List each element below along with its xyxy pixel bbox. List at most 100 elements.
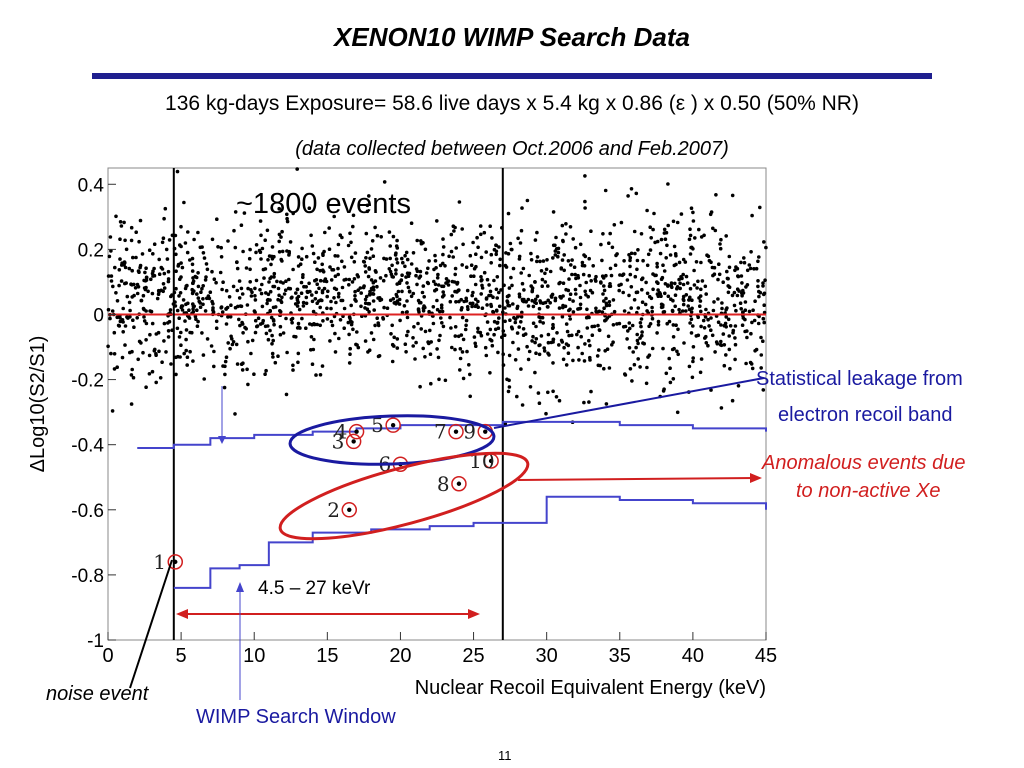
event-point: [416, 298, 421, 303]
event-point: [441, 324, 446, 329]
event-point: [475, 235, 479, 240]
event-point: [639, 324, 643, 329]
event-point: [665, 283, 670, 287]
event-point: [330, 268, 334, 272]
event-point: [587, 338, 591, 343]
event-point: [688, 233, 693, 238]
event-point: [144, 385, 148, 390]
event-point: [594, 274, 598, 279]
event-point: [505, 294, 510, 299]
event-point: [296, 300, 301, 305]
event-point: [662, 387, 666, 392]
event-point: [489, 338, 494, 343]
event-point: [229, 303, 233, 308]
event-point: [492, 278, 496, 283]
event-point: [561, 238, 565, 243]
event-point: [157, 272, 162, 277]
event-point: [241, 249, 245, 254]
event-point: [725, 276, 730, 281]
event-point: [329, 319, 334, 324]
event-point: [691, 324, 695, 328]
event-point: [645, 291, 650, 296]
event-point: [492, 332, 496, 337]
event-point: [736, 274, 741, 279]
event-point: [428, 328, 432, 333]
event-point: [516, 315, 520, 319]
event-point: [713, 228, 718, 233]
event-point: [688, 321, 692, 325]
event-point: [253, 294, 257, 298]
event-point: [150, 369, 155, 374]
event-point: [560, 258, 565, 262]
event-point: [584, 293, 588, 297]
event-point: [363, 339, 368, 343]
event-point: [426, 266, 430, 271]
event-point: [741, 288, 745, 293]
event-point: [196, 271, 200, 275]
candidate-event-5-point: [390, 422, 396, 428]
event-point: [138, 263, 143, 268]
event-point: [531, 334, 535, 339]
event-point: [743, 317, 747, 322]
event-point: [141, 350, 145, 355]
event-point: [220, 287, 224, 292]
event-point: [421, 346, 426, 351]
event-point: [719, 343, 724, 348]
event-point: [531, 321, 536, 326]
event-point: [236, 304, 240, 309]
event-point: [468, 301, 473, 306]
event-point: [327, 247, 332, 251]
event-point: [521, 333, 526, 338]
event-point: [580, 351, 584, 356]
event-point: [190, 287, 194, 292]
event-point: [761, 388, 766, 392]
event-point: [352, 260, 357, 264]
event-point: [467, 363, 471, 367]
event-point: [137, 239, 141, 244]
event-point: [415, 238, 420, 243]
event-point: [564, 222, 568, 226]
event-point: [712, 272, 717, 277]
event-point: [546, 390, 550, 395]
event-point: [373, 323, 377, 328]
event-point: [447, 254, 451, 259]
event-point: [152, 266, 156, 271]
event-point: [511, 266, 516, 271]
anomalous-ellipse: [278, 451, 530, 541]
event-point: [191, 290, 195, 295]
event-point: [662, 231, 667, 235]
event-point: [536, 391, 541, 395]
event-point: [526, 357, 531, 362]
event-point: [503, 306, 507, 310]
candidate-event-8-point: [456, 481, 462, 486]
event-point: [664, 255, 668, 260]
event-point: [515, 331, 520, 335]
event-point: [716, 297, 720, 301]
event-point: [551, 337, 556, 342]
event-point: [320, 364, 325, 368]
event-point: [348, 346, 353, 351]
event-point: [711, 308, 716, 313]
event-point: [560, 340, 565, 344]
event-point: [395, 261, 400, 265]
event-point: [573, 287, 578, 292]
event-point: [474, 252, 478, 256]
event-point: [428, 352, 433, 357]
event-point: [754, 347, 759, 352]
event-point: [550, 292, 555, 297]
event-point: [757, 289, 761, 294]
event-point: [460, 227, 465, 231]
event-point: [139, 298, 144, 303]
event-point: [239, 223, 244, 227]
event-point: [371, 292, 376, 296]
event-point: [689, 310, 694, 314]
event-point: [421, 309, 426, 313]
event-point: [259, 233, 263, 238]
event-point: [655, 239, 660, 244]
event-point: [433, 259, 438, 263]
event-point: [738, 301, 743, 306]
event-point: [582, 359, 587, 363]
event-point: [285, 219, 290, 224]
event-point: [688, 227, 692, 231]
event-point: [677, 260, 682, 265]
